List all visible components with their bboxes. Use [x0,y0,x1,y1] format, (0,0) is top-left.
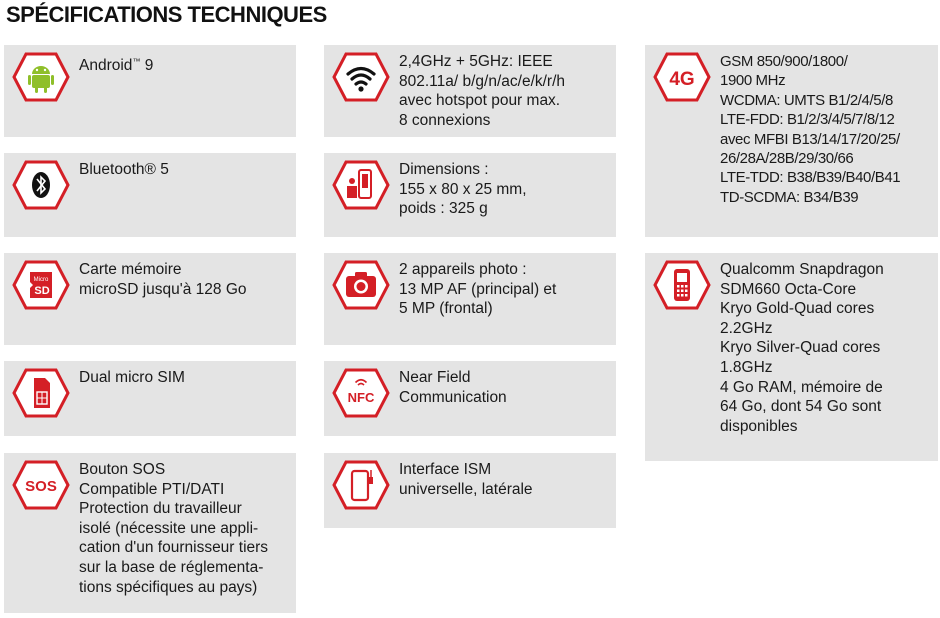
svg-text:Micro: Micro [34,277,49,283]
spec-text: Interface ISM universelle, latérale [399,461,533,498]
svg-text:NFC: NFC [348,390,375,405]
spec-card-microsd: Micro SD Carte mémoire microSD jusqu'à 1… [4,253,296,345]
spec-card-bluetooth: Bluetooth® 5 [4,153,296,237]
bluetooth-icon [12,160,70,210]
ism-interface-icon [332,460,390,510]
svg-text:4G: 4G [669,69,694,90]
spec-card-processor: Qualcomm Snapdragon SDM660 Octa-Core Kry… [645,253,938,461]
svg-text:SOS: SOS [25,478,57,495]
dimensions-icon [332,160,390,210]
spec-card-4g: 4G GSM 850/900/1800/ 1900 MHz WCDMA: UMT… [645,45,938,237]
spec-card-wifi: 2,4GHz + 5GHz: IEEE 802.11a/ b/g/n/ac/e/… [324,45,616,137]
sos-icon: SOS [12,460,70,510]
spec-text: 2,4GHz + 5GHz: IEEE 802.11a/ b/g/n/ac/e/… [399,53,566,129]
spec-card-ism: Interface ISM universelle, latérale [324,453,616,528]
android-icon [12,52,70,102]
svg-text:SD: SD [34,285,49,297]
spec-card-android: Android™ 9 [4,45,296,137]
spec-text: Carte mémoire microSD jusqu'à 128 Go [79,261,247,298]
spec-text: Dimensions : 155 x 80 x 25 mm, poids : 3… [399,161,527,218]
wifi-icon [332,52,390,102]
spec-card-camera: 2 appareils photo : 13 MP AF (principal)… [324,253,616,345]
page-title: SPÉCIFICATIONS TECHNIQUES [6,2,327,27]
spec-text: Near Field Communication [399,369,507,406]
spec-card-sos: SOS Bouton SOS Compatible PTI/DATI Prote… [4,453,296,613]
spec-text: Android™ 9 [79,57,154,75]
4g-icon: 4G [653,52,711,102]
spec-text: Qualcomm Snapdragon SDM660 Octa-Core Kry… [720,261,884,435]
spec-text: Bluetooth® 5 [79,161,169,178]
spec-card-sim: Dual micro SIM [4,361,296,436]
spec-text: GSM 850/900/1800/ 1900 MHz WCDMA: UMTS B… [720,53,901,206]
nfc-icon: NFC [332,368,390,418]
spec-card-nfc: NFC Near Field Communication [324,361,616,436]
processor-phone-icon [653,260,711,310]
spec-card-dimensions: Dimensions : 155 x 80 x 25 mm, poids : 3… [324,153,616,237]
spec-text: Dual micro SIM [79,369,185,386]
spec-text: Bouton SOS Compatible PTI/DATI Protectio… [79,461,269,596]
camera-icon [332,260,390,310]
spec-text: 2 appareils photo : 13 MP AF (principal)… [399,261,557,318]
microsd-icon: Micro SD [12,260,70,310]
sim-card-icon [12,368,70,418]
